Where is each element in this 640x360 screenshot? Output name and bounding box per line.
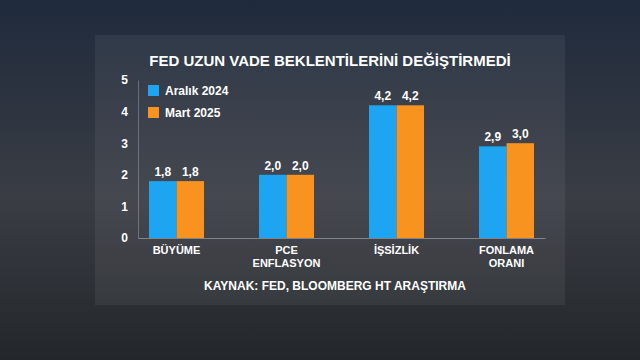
legend-item: Mart 2025 <box>148 106 221 120</box>
legend-item: Aralık 2024 <box>148 84 229 98</box>
bar <box>177 181 205 238</box>
legend-label: Aralık 2024 <box>165 84 229 98</box>
bar <box>479 146 507 238</box>
y-tick: 3 <box>121 137 138 151</box>
y-tick-label: 5 <box>121 73 128 87</box>
bars <box>149 105 534 238</box>
x-tick: İŞSİZLİK <box>374 238 419 256</box>
title: FED UZUN VADE BEKLENTİLERİNİ DEĞİŞTİRMED… <box>149 52 510 69</box>
x-tick-label: BÜYÜME <box>153 244 201 256</box>
x-axis-line <box>139 238 546 239</box>
x-axis: BÜYÜME PCEENFLASYON İŞSİZLİK FONLAMAORANI <box>139 238 546 269</box>
panel <box>95 35 565 305</box>
data-label: 1,8 <box>182 165 199 179</box>
legend-swatch <box>148 107 159 118</box>
y-tick-label: 1 <box>121 200 128 214</box>
bar <box>259 175 287 238</box>
x-tick: BÜYÜME <box>153 238 201 256</box>
source-note: KAYNAK: FED, BLOOMBERG HT ARAŞTIRMA <box>204 279 466 293</box>
y-tick-label: 4 <box>121 105 128 119</box>
x-tick: FONLAMAORANI <box>479 238 534 269</box>
bar <box>287 175 315 238</box>
background <box>0 0 640 360</box>
data-labels: 1,8 2,0 4,2 2,9 1,8 2,0 4,2 3,0 <box>154 89 529 179</box>
data-label: 4,2 <box>402 89 419 103</box>
y-tick: 0 <box>121 231 138 245</box>
data-label: 2,9 <box>484 130 501 144</box>
data-label: 1,8 <box>154 165 171 179</box>
y-tick-label: 0 <box>121 231 128 245</box>
data-label: 2,0 <box>264 159 281 173</box>
x-tick-label: FONLAMAORANI <box>479 244 534 269</box>
legend-label: Mart 2025 <box>165 106 221 120</box>
x-tick-label: İŞSİZLİK <box>374 244 419 256</box>
y-tick: 1 <box>121 200 138 214</box>
y-tick: 4 <box>121 105 138 119</box>
y-tick: 2 <box>121 168 138 182</box>
bar <box>149 181 177 238</box>
y-tick-label: 2 <box>121 168 128 182</box>
legend: Aralık 2024 Mart 2025 <box>148 84 229 120</box>
bar <box>397 105 425 238</box>
bar <box>507 143 535 238</box>
y-tick-label: 3 <box>121 137 128 151</box>
legend-swatch <box>148 85 159 96</box>
bar <box>369 105 397 238</box>
data-label: 3,0 <box>512 127 529 141</box>
data-label: 2,0 <box>292 159 309 173</box>
x-tick: PCEENFLASYON <box>253 238 321 269</box>
x-tick-label: PCEENFLASYON <box>253 244 321 269</box>
y-axis: 0 1 2 3 4 5 <box>121 73 138 245</box>
data-label: 4,2 <box>374 89 391 103</box>
y-axis-line <box>138 81 139 239</box>
chart: FED UZUN VADE BEKLENTİLERİNİ DEĞİŞTİRMED… <box>0 0 640 360</box>
y-tick: 5 <box>121 73 138 87</box>
